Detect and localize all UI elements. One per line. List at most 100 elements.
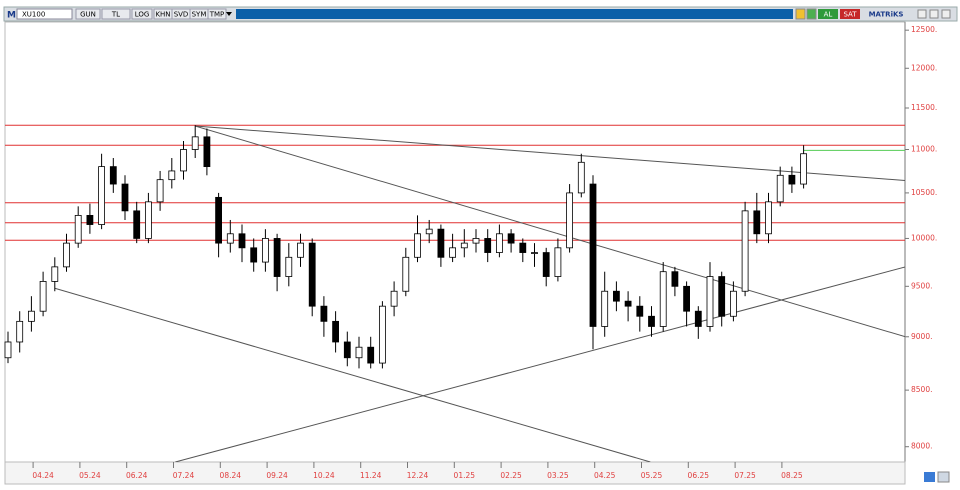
candle-body xyxy=(613,290,620,302)
trendline xyxy=(175,266,905,462)
title-bar xyxy=(236,9,793,19)
x-tick-label: 04.24 xyxy=(32,471,54,480)
x-tick-label: 12.24 xyxy=(407,471,429,480)
icon[interactable] xyxy=(924,472,935,482)
candle-body xyxy=(74,214,82,244)
candle-body xyxy=(741,210,749,292)
symbol: XU100 xyxy=(22,11,45,19)
x-tick-label: 11.24 xyxy=(360,471,382,480)
candle-body xyxy=(659,271,667,327)
toolbar-button[interactable] xyxy=(101,8,131,20)
candle-body xyxy=(144,201,152,239)
toolbar-button-label: KHN xyxy=(155,11,170,19)
candle-body xyxy=(601,290,609,327)
candle-body xyxy=(507,233,515,244)
x-tick-label: 06.24 xyxy=(126,471,148,480)
candle-body xyxy=(238,233,246,249)
candle-body xyxy=(519,242,527,253)
candle-body xyxy=(98,166,105,225)
buy-button[interactable] xyxy=(818,9,838,19)
x-tick-label: 09.24 xyxy=(266,471,288,480)
x-tick-label: 02.25 xyxy=(500,471,522,480)
toolbar-button-label: TMP xyxy=(209,11,225,19)
candle-body xyxy=(226,233,234,244)
brand: MATRiKS xyxy=(869,11,904,19)
y-tick-label: 11000. xyxy=(911,144,937,153)
candle-body xyxy=(4,341,12,359)
candle-body xyxy=(367,346,375,364)
x-tick-label: 03.25 xyxy=(547,471,569,480)
candle-body xyxy=(776,174,784,203)
candle-body xyxy=(121,183,129,212)
candle-body xyxy=(390,290,398,307)
sell-button[interactable] xyxy=(840,9,860,19)
candle-body xyxy=(355,346,363,359)
toolbar-button[interactable] xyxy=(207,8,227,20)
toolbar-button[interactable] xyxy=(131,8,153,20)
y-tick-label: 12500. xyxy=(911,25,937,34)
trendline xyxy=(54,287,651,462)
toolbar-button-label: SYM xyxy=(192,11,207,19)
candle-body xyxy=(636,305,644,317)
candle-body xyxy=(671,271,679,287)
candle-body xyxy=(648,315,655,327)
x-tick-label: 08.24 xyxy=(220,471,242,480)
candle-body xyxy=(765,201,772,235)
window-button[interactable] xyxy=(929,9,939,19)
candle-body xyxy=(378,305,386,364)
y-tick-label: 9500. xyxy=(911,281,932,290)
candle-body xyxy=(273,238,281,277)
candle-body xyxy=(285,256,293,277)
buy-label: AL xyxy=(824,11,833,19)
trendline xyxy=(195,125,905,338)
icon[interactable] xyxy=(806,8,817,20)
toolbar-button-label: TL xyxy=(111,11,120,19)
candle-body xyxy=(133,210,141,239)
candle-body xyxy=(63,242,70,268)
y-tick-label: 9000. xyxy=(911,332,932,341)
candle-body xyxy=(39,281,47,312)
symbol-box[interactable] xyxy=(16,8,73,20)
candle-body xyxy=(343,341,351,359)
candle-body xyxy=(156,179,164,203)
toolbar-button-label: GUN xyxy=(80,11,96,19)
x-tick-label: 06.25 xyxy=(688,471,710,480)
x-tick-label: 10.24 xyxy=(313,471,335,480)
window-button[interactable] xyxy=(941,9,951,19)
x-tick-label: 04.25 xyxy=(594,471,616,480)
candle-body xyxy=(261,238,269,263)
candle-body xyxy=(531,252,538,254)
y-tick-label: 11500. xyxy=(911,103,937,112)
candle-body xyxy=(800,153,807,185)
sell-label: SAT xyxy=(843,11,857,19)
icon[interactable] xyxy=(795,8,806,20)
candle-body xyxy=(203,136,211,168)
candle-body xyxy=(308,242,316,307)
candle-body xyxy=(706,276,714,327)
icon[interactable] xyxy=(937,471,950,483)
candle-body xyxy=(577,161,585,194)
candle-body xyxy=(449,247,457,258)
window-button[interactable] xyxy=(917,9,927,19)
x-tick-label: 05.25 xyxy=(641,471,663,480)
trendline xyxy=(195,125,905,182)
candle-body xyxy=(437,228,445,258)
x-axis-bar xyxy=(4,461,906,485)
candle-body xyxy=(589,183,597,327)
candle-body xyxy=(297,242,304,258)
toolbar-button-label: LOG xyxy=(135,11,150,19)
toolbar-button[interactable] xyxy=(75,8,101,20)
y-tick-label: 12000. xyxy=(911,63,937,72)
y-tick-label: 8500. xyxy=(911,385,932,394)
candle-body xyxy=(694,310,702,327)
menu-button[interactable]: M xyxy=(7,11,16,21)
candle-body xyxy=(472,238,480,244)
candle-body xyxy=(215,196,223,244)
dropdown-arrow[interactable] xyxy=(226,12,232,16)
x-tick-label: 05.24 xyxy=(79,471,101,480)
candle-body xyxy=(402,256,410,292)
candle-body xyxy=(753,210,761,235)
x-tick-label: 01.25 xyxy=(454,471,476,480)
candle-body xyxy=(718,276,726,317)
